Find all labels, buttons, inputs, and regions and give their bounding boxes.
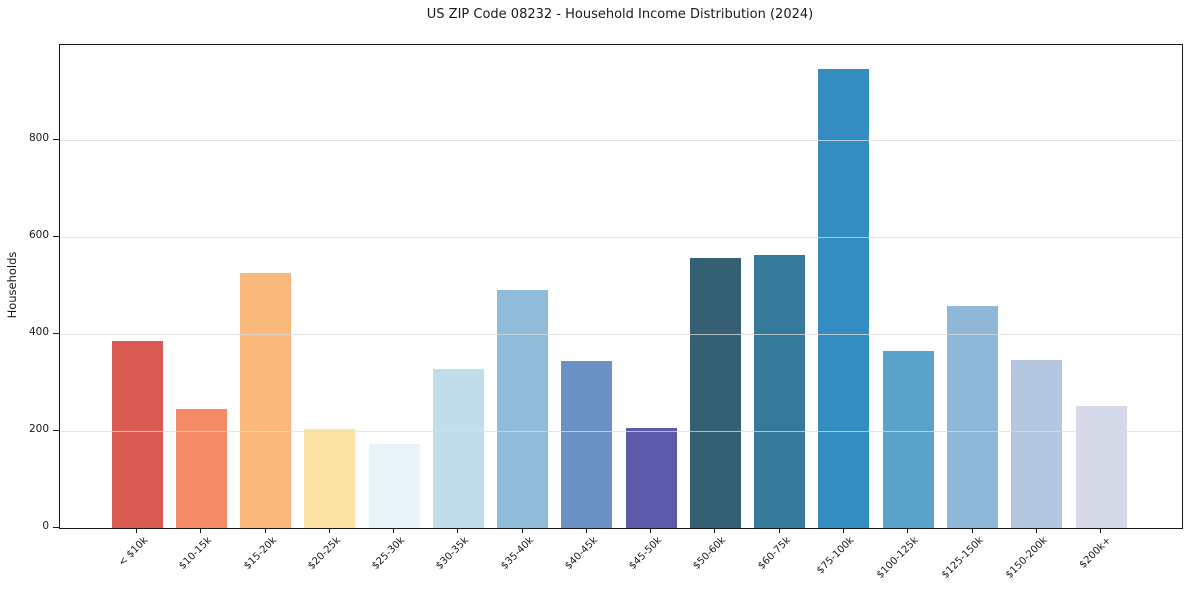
y-axis-tick: [53, 430, 59, 431]
gridline-y-800: [60, 140, 1182, 141]
x-axis-tick: [522, 528, 523, 533]
x-axis-tick: [265, 528, 266, 533]
bar-< $10k: [111, 341, 163, 528]
y-tick-label: 0: [42, 520, 49, 532]
bar-$50-60k: [689, 258, 741, 528]
bar-$15-20k: [240, 273, 292, 528]
x-tick-label: $125-150k: [939, 535, 986, 581]
gridline-y-400: [60, 334, 1182, 335]
x-axis-tick: [136, 528, 137, 533]
x-tick-label: $50-60k: [690, 535, 728, 572]
x-axis-tick: [1036, 528, 1037, 533]
x-axis-tick: [843, 528, 844, 533]
x-tick-label: $60-75k: [755, 535, 793, 572]
x-tick-label: < $10k: [116, 535, 150, 569]
y-tick-label: 400: [28, 326, 49, 338]
x-axis-tick: [907, 528, 908, 533]
x-tick-label: $75-100k: [815, 535, 857, 577]
x-axis-tick: [200, 528, 201, 533]
x-tick-label: $25-30k: [369, 535, 407, 572]
x-axis-tick: [650, 528, 651, 533]
bar-$20-25k: [304, 429, 356, 528]
x-tick-label: $45-50k: [626, 535, 664, 572]
x-tick-label: $35-40k: [498, 535, 536, 572]
x-tick-label: $30-35k: [433, 535, 471, 572]
bar-$45-50k: [625, 428, 677, 528]
y-axis-tick: [53, 139, 59, 140]
bar-$125-150k: [947, 306, 998, 528]
x-tick-label: $20-25k: [305, 535, 343, 572]
bar-$150-200k: [1011, 360, 1063, 528]
x-axis-tick: [1100, 528, 1101, 533]
x-tick-label: $10-15k: [176, 535, 214, 572]
x-tick-label: $200k+: [1077, 535, 1114, 571]
y-axis-tick: [53, 527, 59, 528]
y-tick-label: 200: [28, 423, 49, 435]
y-axis-tick: [53, 236, 59, 237]
x-axis-tick: [779, 528, 780, 533]
bar-$200k+: [1075, 406, 1127, 528]
chart-title: US ZIP Code 08232 - Household Income Dis…: [426, 7, 814, 22]
x-tick-label: $150-200k: [1003, 535, 1050, 581]
bar-$100-125k: [882, 351, 934, 528]
bar-$60-75k: [754, 255, 806, 528]
bar-$10-15k: [175, 409, 227, 528]
x-tick-label: $100-125k: [874, 535, 921, 581]
gridline-y-200: [60, 431, 1182, 432]
plot-area: [59, 44, 1183, 529]
bar-$25-30k: [368, 444, 420, 528]
bar-$30-35k: [432, 369, 484, 528]
y-tick-label: 600: [28, 229, 49, 241]
x-tick-label: $40-45k: [562, 535, 600, 572]
y-axis-label: Households: [5, 251, 19, 319]
y-axis-tick: [53, 333, 59, 334]
x-axis-tick: [714, 528, 715, 533]
x-axis-tick: [586, 528, 587, 533]
bar-$40-45k: [561, 361, 613, 528]
gridline-y-600: [60, 237, 1182, 238]
x-axis-tick: [972, 528, 973, 533]
x-axis-tick: [393, 528, 394, 533]
x-axis-tick: [457, 528, 458, 533]
bar-$75-100k: [818, 69, 870, 528]
x-tick-label: $15-20k: [241, 535, 279, 572]
bar-$35-40k: [497, 290, 549, 528]
x-axis-tick: [329, 528, 330, 533]
y-tick-label: 800: [28, 132, 49, 144]
